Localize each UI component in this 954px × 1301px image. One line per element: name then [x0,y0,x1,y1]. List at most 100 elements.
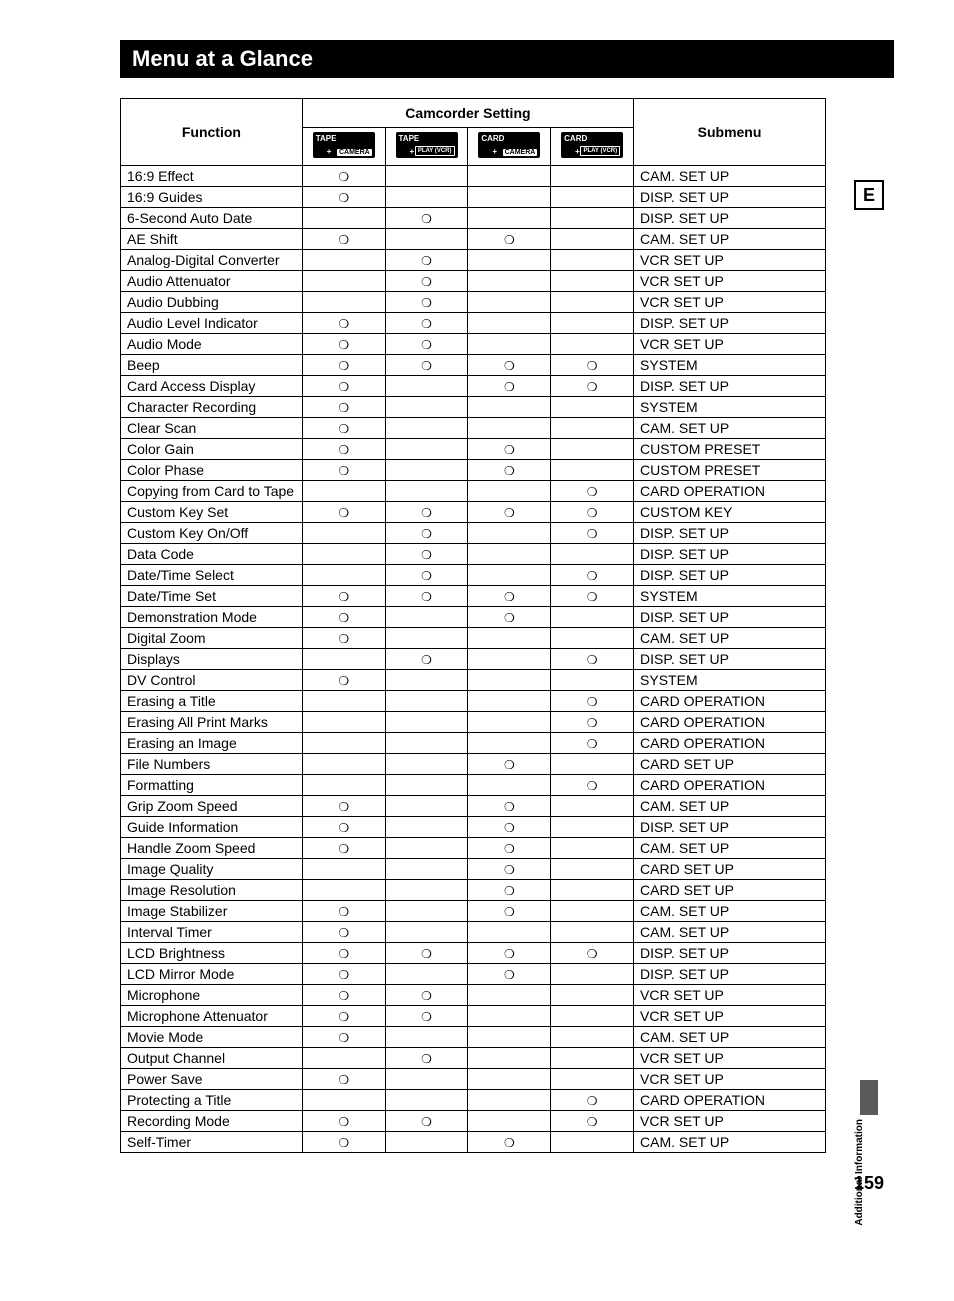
mark-cell [551,271,634,292]
mode-icon-plus: + [410,147,415,156]
mark-cell [385,1090,468,1111]
mark-cell: ❍ [302,439,385,460]
mark-cell: ❍ [302,355,385,376]
mark-cell: ❍ [302,586,385,607]
mark-icon: ❍ [504,863,515,877]
mark-cell: ❍ [385,985,468,1006]
table-row: Analog-Digital Converter❍VCR SET UP [121,250,826,271]
mark-cell [551,670,634,691]
mode-icon-header-2: CARD+CAMERA [468,128,551,166]
submenu-cell: CARD SET UP [634,880,826,901]
mark-cell: ❍ [551,691,634,712]
mark-cell [468,334,551,355]
mark-cell: ❍ [385,334,468,355]
mark-icon: ❍ [421,212,432,226]
mark-cell [385,838,468,859]
mark-cell: ❍ [302,922,385,943]
mark-cell [551,817,634,838]
mark-icon: ❍ [338,968,349,982]
mark-icon: ❍ [421,296,432,310]
function-cell: Microphone [121,985,303,1006]
function-cell: Recording Mode [121,1111,303,1132]
submenu-cell: CAM. SET UP [634,1027,826,1048]
submenu-cell: CAM. SET UP [634,901,826,922]
table-row: Self-Timer❍❍CAM. SET UP [121,1132,826,1153]
mark-icon: ❍ [338,842,349,856]
mark-icon: ❍ [338,1031,349,1045]
submenu-cell: VCR SET UP [634,1111,826,1132]
submenu-cell: CAM. SET UP [634,796,826,817]
mark-cell [385,628,468,649]
mark-cell [468,712,551,733]
submenu-cell: CARD SET UP [634,859,826,880]
mark-cell [551,838,634,859]
table-row: Beep❍❍❍❍SYSTEM [121,355,826,376]
table-row: LCD Brightness❍❍❍❍DISP. SET UP [121,943,826,964]
table-row: Audio Attenuator❍VCR SET UP [121,271,826,292]
function-cell: Clear Scan [121,418,303,439]
header-function: Function [121,99,303,166]
mark-cell [468,250,551,271]
mark-cell [551,859,634,880]
mark-cell: ❍ [468,880,551,901]
function-cell: Formatting [121,775,303,796]
function-cell: Card Access Display [121,376,303,397]
submenu-cell: SYSTEM [634,586,826,607]
submenu-cell: VCR SET UP [634,1069,826,1090]
mode-icon: TAPE+PLAY (VCR) [396,132,458,158]
mark-cell: ❍ [302,229,385,250]
mark-cell [385,712,468,733]
mark-cell [468,775,551,796]
submenu-cell: DISP. SET UP [634,376,826,397]
table-row: Erasing a Title❍CARD OPERATION [121,691,826,712]
submenu-cell: VCR SET UP [634,271,826,292]
mark-cell [551,544,634,565]
mark-cell [551,985,634,1006]
submenu-cell: CUSTOM PRESET [634,460,826,481]
submenu-cell: SYSTEM [634,397,826,418]
mark-cell: ❍ [468,607,551,628]
mark-cell: ❍ [302,838,385,859]
mark-cell [551,166,634,187]
submenu-cell: DISP. SET UP [634,544,826,565]
mark-cell [468,670,551,691]
submenu-cell: CARD OPERATION [634,691,826,712]
mark-cell [468,166,551,187]
table-row: 16:9 Effect❍CAM. SET UP [121,166,826,187]
table-row: Image Resolution❍CARD SET UP [121,880,826,901]
mark-icon: ❍ [338,464,349,478]
mark-cell: ❍ [468,355,551,376]
mark-cell [385,376,468,397]
function-cell: Self-Timer [121,1132,303,1153]
mark-cell [385,439,468,460]
mark-cell [302,775,385,796]
mark-cell [302,250,385,271]
table-row: Color Phase❍❍CUSTOM PRESET [121,460,826,481]
mark-icon: ❍ [421,1010,432,1024]
function-cell: Microphone Attenuator [121,1006,303,1027]
mark-cell: ❍ [385,586,468,607]
mark-cell [551,334,634,355]
mark-cell [302,712,385,733]
mark-icon: ❍ [421,653,432,667]
mark-icon: ❍ [421,548,432,562]
mark-cell [551,250,634,271]
table-row: File Numbers❍CARD SET UP [121,754,826,775]
mark-cell: ❍ [385,313,468,334]
mark-cell [551,187,634,208]
mark-icon: ❍ [504,947,515,961]
function-cell: Beep [121,355,303,376]
table-row: Movie Mode❍CAM. SET UP [121,1027,826,1048]
submenu-cell: CAM. SET UP [634,922,826,943]
mark-cell: ❍ [468,460,551,481]
mark-icon: ❍ [504,800,515,814]
mark-cell [551,418,634,439]
mark-icon: ❍ [421,590,432,604]
sidebar-tab-marker [860,1080,878,1115]
mark-cell [468,523,551,544]
mode-icon-plus: + [492,147,497,156]
mark-icon: ❍ [338,380,349,394]
function-cell: Grip Zoom Speed [121,796,303,817]
table-row: Color Gain❍❍CUSTOM PRESET [121,439,826,460]
mark-cell: ❍ [551,1090,634,1111]
